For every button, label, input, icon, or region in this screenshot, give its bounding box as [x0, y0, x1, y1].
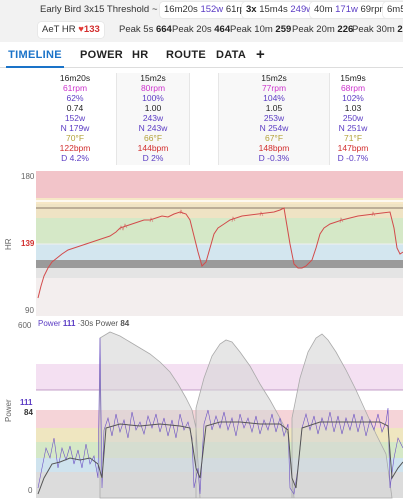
- tab-hr[interactable]: HR: [132, 49, 149, 61]
- hr-series-line: [37, 207, 403, 299]
- interval-box-4[interactable]: 15m9s 68rpm 102% 1.03 250w N 251w 71°F 1…: [337, 73, 369, 163]
- power-tick-111: 111: [20, 398, 33, 407]
- power-chart-svg: [36, 320, 403, 499]
- hr-series-noise: [119, 209, 376, 231]
- peak-5s[interactable]: Peak 5s 664: [119, 24, 172, 35]
- tab-route[interactable]: ROUTE: [166, 49, 206, 61]
- hr-aet-band: [36, 260, 403, 268]
- peak-20m[interactable]: Peak 20m 226: [292, 24, 354, 35]
- tab-bar: TIMELINE POWER HR ROUTE DATA +: [0, 42, 403, 68]
- interval-chip-1[interactable]: 16m20s 152w 61rpm: [160, 2, 257, 18]
- hr-tick-139: 139: [21, 239, 35, 248]
- interval-box-1[interactable]: 16m20s 61rpm 62% 0.74 152w N 179w 70°F 1…: [59, 73, 91, 163]
- power-30s-line: [37, 421, 403, 495]
- peak-20s[interactable]: Peak 20s 464: [172, 24, 231, 35]
- hr-zone-0: [36, 278, 403, 316]
- tab-data[interactable]: DATA: [216, 49, 247, 61]
- interval-chip-4[interactable]: 6m5: [383, 2, 403, 18]
- hr-zone-2: [36, 244, 403, 260]
- hr-tick-90: 90: [25, 306, 34, 315]
- heart-icon: ♥: [78, 24, 84, 35]
- power-tick-84: 84: [24, 408, 33, 417]
- interval-chip-3[interactable]: 40m 171w 69rpm: [310, 2, 392, 18]
- interval-summaries: 16m20s 61rpm 62% 0.74 152w N 179w 70°F 1…: [0, 71, 403, 167]
- power-series-line: [37, 337, 403, 495]
- hr-zone-5: [36, 171, 403, 198]
- interval-box-2[interactable]: 15m2s 80rpm 100% 1.00 243w N 243w 66°F 1…: [116, 73, 190, 165]
- hr-chart-svg: [36, 171, 403, 316]
- add-tab-button[interactable]: +: [256, 46, 266, 63]
- power-axis-label: Power: [4, 399, 13, 422]
- power-chart[interactable]: Power 111 ·30s Power 84 600 111 84 0 Pow…: [0, 318, 403, 500]
- peak-10m[interactable]: Peak 10m 259: [230, 24, 292, 35]
- hr-zone-3: [36, 218, 403, 244]
- aet-hr-chip[interactable]: AeT HR ♥133: [38, 22, 104, 38]
- summary-bar: Early Bird 3x15 Threshold ~ 16m20s 152w …: [0, 0, 403, 42]
- interval-chip-2[interactable]: 3x 15m4s 249w: [242, 2, 318, 18]
- activity-title[interactable]: Early Bird 3x15 Threshold: [40, 4, 150, 15]
- tab-timeline[interactable]: TIMELINE: [6, 42, 64, 68]
- hr-zone-1: [36, 268, 403, 278]
- hr-axis-label: HR: [4, 238, 13, 250]
- hr-zone-4: [36, 204, 403, 218]
- power-legend: Power 111 ·30s Power 84: [38, 319, 130, 328]
- hr-tick-180: 180: [21, 172, 35, 181]
- tab-power[interactable]: POWER: [80, 49, 124, 61]
- tilde-marker: ~: [152, 4, 158, 15]
- peak-30m[interactable]: Peak 30m 2: [352, 24, 403, 35]
- power-tick-0: 0: [28, 486, 33, 495]
- interval-box-3[interactable]: 15m2s 77rpm 104% 1.05 253w N 254w 67°F 1…: [218, 73, 330, 165]
- hr-chart[interactable]: 180 139 90 HR: [0, 168, 403, 318]
- power-wbal-area: [99, 331, 393, 499]
- power-tick-600: 600: [18, 321, 32, 330]
